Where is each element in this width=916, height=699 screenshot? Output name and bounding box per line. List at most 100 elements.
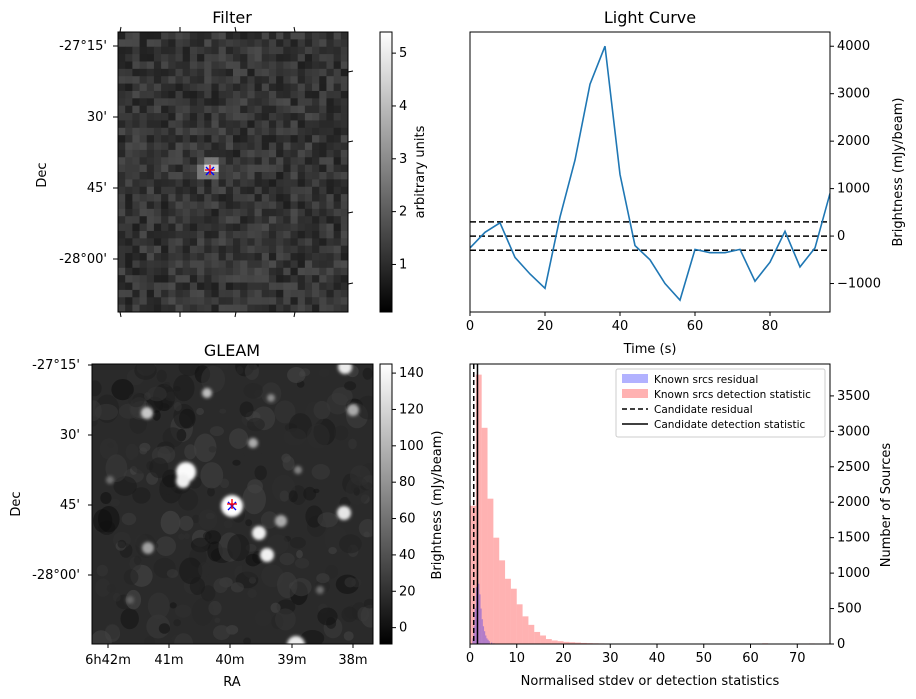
filter-pixel bbox=[175, 172, 184, 180]
filter-pixel bbox=[290, 223, 299, 232]
filter-pixel bbox=[225, 113, 234, 121]
filter-ytick-label: 45' bbox=[87, 181, 107, 196]
filter-pixel bbox=[254, 297, 263, 306]
filter-pixel bbox=[233, 90, 241, 99]
filter-pixel bbox=[340, 83, 348, 92]
filter-pixel bbox=[304, 105, 313, 114]
filter-pixel bbox=[333, 282, 342, 291]
gleam-y-ticks: -27°15'30'45'-28°00' bbox=[32, 358, 92, 583]
filter-pixel bbox=[283, 61, 291, 70]
filter-pixel bbox=[312, 208, 320, 217]
gleam-noise-blob bbox=[245, 519, 253, 527]
gleam-noise-blob bbox=[133, 555, 142, 565]
filter-pixel bbox=[254, 245, 263, 254]
gleam-ytick-label: 45' bbox=[60, 498, 80, 513]
histogram-ytick-label: 2000 bbox=[837, 495, 870, 510]
gleam-noise-blob bbox=[274, 400, 296, 424]
filter-pixel bbox=[204, 216, 212, 224]
histogram-xtick-label: 20 bbox=[555, 651, 572, 666]
filter-pixel bbox=[304, 238, 313, 247]
filter-pixel bbox=[153, 61, 162, 70]
gleam-noise-blob bbox=[92, 380, 102, 397]
filter-pixel bbox=[175, 223, 184, 232]
filter-pixel bbox=[161, 135, 169, 143]
filter-edge-tick bbox=[347, 140, 354, 143]
filter-pixel bbox=[153, 260, 162, 269]
filter-pixel bbox=[333, 61, 342, 70]
filter-pixel bbox=[175, 90, 184, 99]
filter-pixel bbox=[189, 172, 198, 180]
filter-pixel bbox=[312, 98, 320, 107]
filter-pixel bbox=[146, 46, 155, 55]
filter-pixel bbox=[118, 32, 126, 40]
filter-pixel bbox=[225, 54, 234, 62]
filter-pixel bbox=[297, 90, 306, 99]
filter-pixel bbox=[333, 267, 342, 276]
filter-pixel bbox=[319, 135, 327, 143]
filter-pixel bbox=[153, 194, 162, 202]
filter-pixel bbox=[204, 179, 212, 188]
filter-pixel bbox=[175, 113, 184, 121]
gleam-noise-blob bbox=[128, 392, 145, 408]
filter-pixel bbox=[118, 282, 126, 291]
filter-pixel bbox=[197, 120, 205, 129]
filter-pixel bbox=[247, 216, 255, 224]
filter-pixel bbox=[118, 289, 126, 298]
filter-pixel bbox=[197, 113, 205, 121]
filter-pixel bbox=[240, 216, 248, 224]
filter-pixel bbox=[319, 297, 327, 306]
filter-pixel bbox=[197, 32, 205, 40]
filter-pixel bbox=[283, 253, 291, 261]
filter-pixel bbox=[261, 83, 270, 92]
filter-pixel bbox=[240, 297, 248, 306]
filter-pixel bbox=[189, 76, 198, 84]
filter-pixel bbox=[276, 179, 284, 188]
filter-pixel bbox=[168, 98, 176, 107]
filter-pixel bbox=[218, 120, 227, 129]
filter-pixel bbox=[304, 186, 313, 195]
filter-pixel bbox=[153, 238, 162, 247]
filter-pixel bbox=[146, 164, 155, 173]
filter-pixel bbox=[297, 245, 306, 254]
gleam-noise-blob bbox=[193, 433, 217, 463]
filter-pixel bbox=[218, 32, 227, 40]
filter-pixel bbox=[204, 267, 212, 276]
filter-pixel bbox=[161, 289, 169, 298]
filter-pixel bbox=[218, 267, 227, 276]
filter-pixel bbox=[276, 172, 284, 180]
gleam-colorbar-tick-label: 60 bbox=[399, 512, 416, 527]
filter-pixel bbox=[233, 46, 241, 55]
filter-pixel bbox=[146, 230, 155, 239]
filter-pixel bbox=[182, 98, 191, 107]
filter-pixel bbox=[304, 289, 313, 298]
filter-pixel bbox=[118, 245, 126, 254]
histogram-xtick-label: 0 bbox=[466, 651, 474, 666]
filter-pixel bbox=[276, 90, 284, 99]
filter-pixel bbox=[283, 76, 291, 84]
filter-pixel bbox=[240, 39, 248, 48]
filter-pixel bbox=[268, 164, 277, 173]
filter-pixel bbox=[283, 194, 291, 202]
filter-pixel bbox=[340, 253, 348, 261]
filter-pixel bbox=[283, 201, 291, 210]
filter-pixel bbox=[233, 179, 241, 188]
filter-pixel bbox=[139, 201, 148, 210]
filter-pixel bbox=[146, 186, 155, 195]
filter-pixel bbox=[146, 54, 155, 62]
filter-pixel bbox=[161, 90, 169, 99]
filter-pixel bbox=[340, 142, 348, 151]
filter-pixel bbox=[189, 260, 198, 269]
filter-image bbox=[118, 32, 348, 312]
filter-pixel bbox=[125, 32, 133, 40]
filter-pixel bbox=[276, 83, 284, 92]
gleam-noise-blob bbox=[306, 423, 330, 449]
filter-pixel bbox=[168, 149, 176, 158]
filter-pixel bbox=[139, 289, 148, 298]
filter-pixel bbox=[218, 149, 227, 158]
filter-pixel bbox=[333, 186, 342, 195]
filter-pixel bbox=[118, 275, 126, 283]
filter-pixel bbox=[153, 39, 162, 48]
filter-pixel bbox=[225, 68, 234, 77]
